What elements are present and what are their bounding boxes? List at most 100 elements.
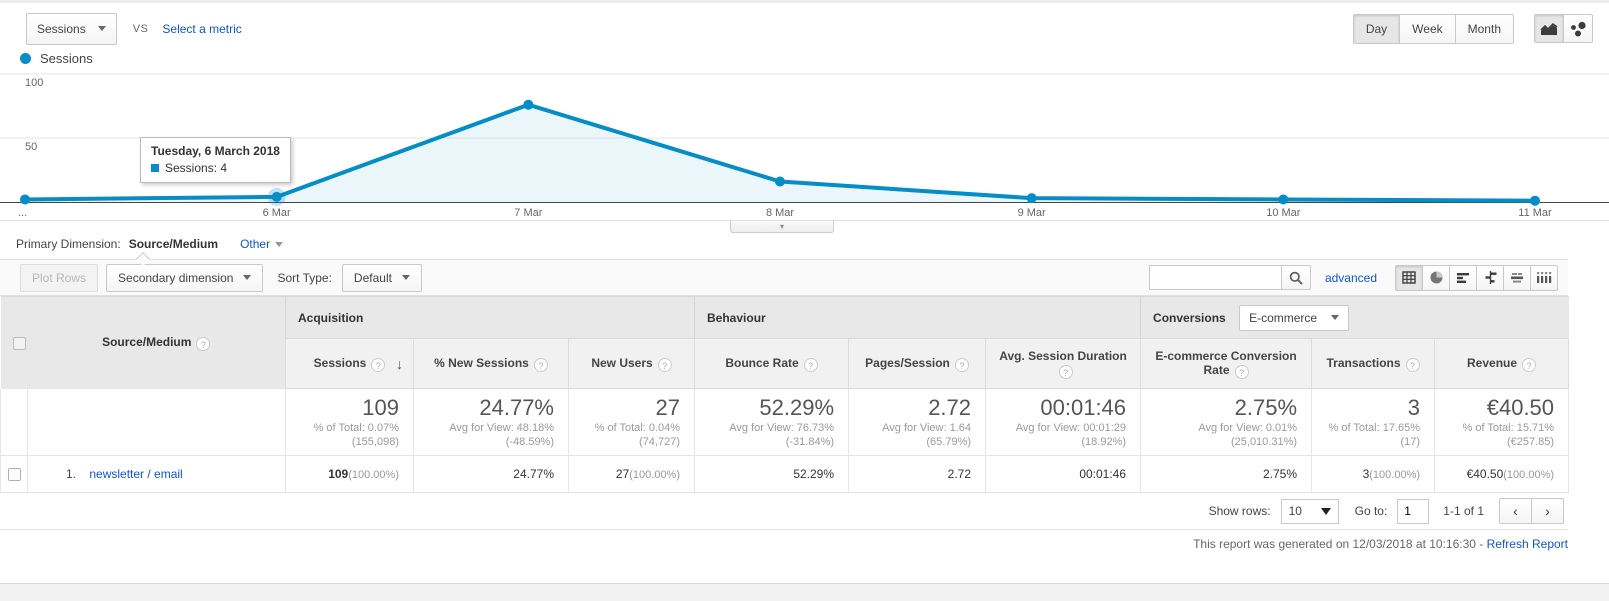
y-axis-tick-label: 100 (25, 77, 44, 89)
column-header-pages-session[interactable]: Pages/Session? (848, 338, 987, 389)
x-axis-tick-label: 11 Mar (1518, 207, 1552, 219)
table-search (1148, 265, 1311, 290)
help-icon[interactable]: ? (803, 357, 818, 372)
help-icon[interactable]: ? (533, 357, 548, 372)
table-pagination: Show rows: 10 Go to: 1-1 of 1 ‹ › (0, 493, 1568, 530)
secondary-dimension-dropdown[interactable]: Secondary dimension (106, 263, 264, 292)
primary-dimension-other-dropdown[interactable]: Other (240, 237, 284, 251)
metric-selector-dropdown[interactable]: Sessions (26, 12, 117, 45)
help-icon[interactable]: ? (196, 336, 211, 351)
row-checkbox[interactable] (7, 468, 21, 482)
y-axis-tick-label: 50 (25, 141, 38, 153)
search-button[interactable] (1280, 265, 1311, 290)
group-header-acquisition: Acquisition (284, 296, 695, 339)
cell-sessions: 109(100.00%) (285, 455, 414, 493)
performance-view-button[interactable] (1449, 264, 1477, 291)
show-rows-label: Show rows: (1208, 504, 1271, 518)
cell-bounce-rate: 52.29% (694, 455, 850, 493)
refresh-report-link[interactable]: Refresh Report (1486, 537, 1568, 551)
show-rows-select[interactable]: 10 (1280, 498, 1339, 524)
help-icon[interactable]: ? (954, 357, 969, 372)
sort-type-dropdown[interactable]: Default (341, 263, 422, 292)
granularity-day-button[interactable]: Day (1352, 13, 1401, 44)
summary-bounce-rate: 52.29% Avg for View: 76.73% (-31.84%) (694, 388, 850, 456)
line-chart-button[interactable] (1534, 14, 1564, 43)
summary-row: 109 % of Total: 0.07% (155,098) 24.77% A… (0, 388, 1570, 456)
chevron-down-icon (1331, 315, 1340, 320)
sort-desc-icon[interactable]: ↓ (396, 355, 403, 372)
plot-rows-button[interactable]: Plot Rows (20, 263, 99, 292)
column-header-new-users[interactable]: New Users? (567, 338, 696, 389)
granularity-month-button[interactable]: Month (1454, 13, 1514, 44)
select-all-checkbox[interactable] (12, 336, 26, 350)
source-medium-table: Source/Medium? Acquisition Behaviour Con… (0, 296, 1570, 493)
percentage-view-button[interactable] (1422, 264, 1450, 291)
bars-icon (1457, 272, 1469, 283)
comparison-view-button[interactable] (1476, 264, 1504, 291)
granularity-week-button[interactable]: Week (1399, 13, 1456, 44)
goto-page-input[interactable] (1397, 498, 1430, 524)
line-chart-icon (1540, 22, 1558, 35)
data-view-button[interactable] (1395, 264, 1423, 291)
help-icon[interactable]: ? (1234, 364, 1249, 379)
primary-dimension-source-medium-tab[interactable]: Source/Medium (128, 237, 219, 251)
previous-page-button[interactable]: ‹ (1499, 498, 1532, 524)
annotations-expander[interactable]: ▾ (730, 221, 834, 233)
dimension-header-label: Source/Medium (102, 334, 192, 349)
summary-ecommerce-conversion-rate: 2.75% Avg for View: 0.01% (25,010.31%) (1140, 388, 1313, 456)
conversions-goal-value: E-commerce (1249, 310, 1318, 325)
chevron-down-icon (243, 275, 252, 280)
table-toolbar: Plot Rows Secondary dimension Sort Type:… (0, 251, 1568, 296)
help-icon[interactable]: ? (657, 357, 672, 372)
chart-tooltip: Tuesday, 6 March 2018 Sessions: 4 (140, 137, 291, 183)
chevron-down-icon (401, 275, 410, 280)
x-axis-tick-label: 6 Mar (262, 207, 291, 219)
next-page-button[interactable]: › (1531, 498, 1564, 524)
series-color-dot-icon (20, 52, 31, 64)
goto-label: Go to: (1354, 504, 1388, 518)
chevron-down-icon (1320, 507, 1331, 515)
show-rows-value: 10 (1288, 504, 1302, 518)
sort-type-value: Default (353, 270, 392, 285)
column-header-new-sessions[interactable]: % New Sessions? (413, 338, 569, 389)
column-header-ecommerce-conversion-rate[interactable]: E-commerce Conversion Rate? (1140, 338, 1313, 389)
conversions-goal-dropdown[interactable]: E-commerce (1239, 304, 1350, 331)
sessions-timeseries-chart[interactable]: 50 100 ... 6 Mar 7 Mar 8 Mar 9 Mar 10 Mar 11 Ma… (0, 73, 1609, 233)
term-cloud-view-button[interactable] (1503, 264, 1531, 291)
report-generated-line: This report was generated on 12/03/2018 … (0, 530, 1572, 559)
summary-revenue: €40.50 % of Total: 15.71% (€257.85) (1434, 388, 1570, 456)
help-icon[interactable]: ? (1405, 357, 1420, 372)
granularity-toggle: Day Week Month (1352, 13, 1514, 44)
advanced-search-link[interactable]: advanced (1324, 270, 1377, 285)
column-header-transactions[interactable]: Transactions? (1311, 338, 1436, 389)
help-icon[interactable]: ? (371, 357, 386, 372)
select-a-metric-link[interactable]: Select a metric (162, 21, 242, 36)
summary-transactions: 3 % of Total: 17.65% (17) (1311, 388, 1436, 456)
primary-dimension-bar: Primary Dimension: Source/Medium Other (0, 229, 1609, 259)
summary-avg-session-duration: 00:01:46 Avg for View: 00:01:29 (18.92%) (985, 388, 1142, 456)
column-header-bounce-rate[interactable]: Bounce Rate? (694, 338, 850, 389)
column-header-revenue[interactable]: Revenue? (1434, 338, 1570, 389)
column-header-avg-session-duration[interactable]: Avg. Session Duration? (985, 338, 1142, 389)
cell-avg-session-duration: 00:01:46 (985, 455, 1142, 493)
help-icon[interactable]: ? (1522, 357, 1537, 372)
help-icon[interactable]: ? (1058, 364, 1073, 379)
summary-new-users: 27 % of Total: 0.04% (74,727) (567, 388, 696, 456)
pivot-view-button[interactable] (1530, 264, 1558, 291)
search-input[interactable] (1148, 265, 1281, 290)
chevron-down-icon (275, 241, 284, 247)
summary-sessions: 109 % of Total: 0.07% (155,098) (285, 388, 414, 456)
dimension-column-header[interactable]: Source/Medium? (27, 296, 286, 389)
secondary-dimension-label: Secondary dimension (118, 270, 234, 285)
group-header-behaviour: Behaviour (694, 296, 1141, 339)
motion-chart-button[interactable] (1563, 14, 1593, 43)
x-axis-tick-label: 9 Mar (1017, 207, 1046, 219)
source-medium-link[interactable]: newsletter / email (89, 467, 183, 481)
chart-legend: Sessions (0, 47, 1609, 73)
row-range-text: 1-1 of 1 (1443, 504, 1484, 518)
column-header-sessions[interactable]: Sessions? ↓ (285, 338, 414, 389)
comparison-icon (1485, 271, 1496, 284)
x-axis-tick-label: 7 Mar (514, 207, 543, 219)
tooltip-value: Sessions: 4 (165, 161, 228, 175)
